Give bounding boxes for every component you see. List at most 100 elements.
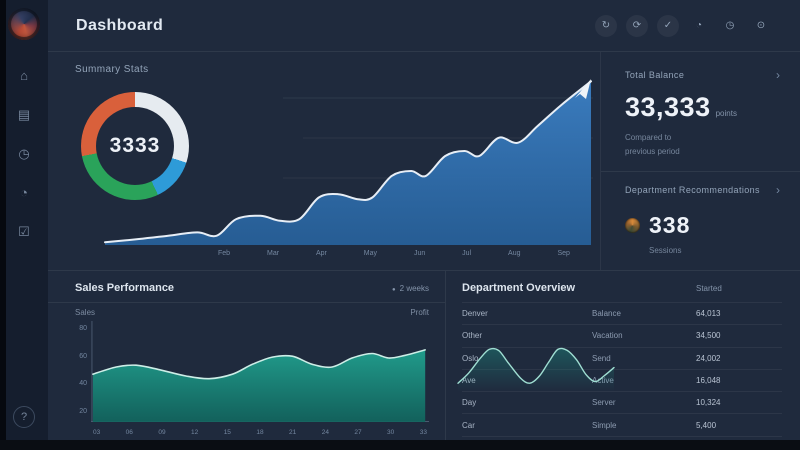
sales-y-axis: 80 60 40 20 — [75, 321, 91, 427]
main-area: Dashboard ↻ ⟳ ✓ ◔ ◷ ⊙ Summary Stats 3333 — [48, 0, 800, 440]
legend-dot-icon: ● — [392, 287, 396, 293]
row-status: Vacation — [592, 331, 623, 341]
departments-table: Denver Balance 64,013 Other Vacation 34,… — [462, 302, 782, 437]
x-tick: Apr — [315, 250, 327, 257]
row-status: Server — [592, 398, 616, 408]
sales-divider — [48, 302, 445, 303]
sidebar-nav: ⌂ ▤ ◷ ◔ ☑ — [11, 62, 37, 244]
legend-label: 2 weeks — [399, 284, 429, 293]
target-icon[interactable]: ⊙ — [750, 15, 772, 37]
x-tick: 15 — [223, 429, 231, 436]
chevron-right-icon[interactable]: › — [776, 183, 780, 198]
bottom-edge — [0, 440, 800, 450]
departments-title: Department Overview — [462, 282, 576, 294]
sidebar-item-dashboard[interactable]: ⌂ — [11, 62, 37, 88]
stats-section-1-label: Total Balance — [625, 70, 685, 80]
sessions-subtext: Sessions — [649, 246, 682, 256]
row-status: Active — [592, 376, 614, 386]
row-status: Simple — [592, 420, 617, 430]
sales-area-chart — [91, 321, 429, 422]
page-title: Dashboard — [76, 16, 164, 34]
clock-icon[interactable]: ◷ — [719, 15, 741, 37]
x-tick: Mar — [266, 250, 280, 257]
row-label: Oslo — [462, 353, 479, 363]
sidebar-item-tasks[interactable]: ☑ — [11, 218, 37, 244]
departments-col-started: Started — [696, 283, 722, 293]
y-tick: 60 — [79, 352, 87, 360]
x-tick: Feb — [218, 250, 231, 257]
trend-arrow-icon — [575, 79, 591, 99]
row-status: Balance — [592, 309, 621, 319]
sessions-row: 338 — [625, 212, 780, 239]
chart-icon: ▤ — [17, 106, 31, 122]
check-square-icon: ☑ — [18, 223, 30, 239]
sidebar-item-activity[interactable]: ◷ — [11, 140, 37, 166]
stats-section-2-label: Department Recommendations — [625, 185, 760, 196]
x-tick: Jul — [462, 250, 472, 257]
gauge-hole: 3333 — [96, 107, 174, 185]
row-value: 64,013 — [696, 309, 721, 319]
x-tick: 12 — [191, 429, 199, 436]
top-row: Summary Stats 3333 — [48, 52, 800, 270]
refresh-icon[interactable]: ↻ — [595, 14, 617, 37]
row-value: 34,500 — [696, 331, 721, 341]
departments-header: Department Overview Started — [462, 282, 782, 294]
table-row[interactable]: Car Simple 5,400 — [462, 413, 782, 435]
x-tick: 21 — [289, 429, 297, 436]
revenue-area — [105, 81, 591, 245]
sales-subheader: Sales Profit — [75, 308, 429, 317]
table-row[interactable]: Oslo Send 24,002 — [462, 346, 782, 369]
app-logo-icon[interactable] — [8, 8, 40, 40]
badge-icon — [625, 218, 640, 234]
y-tick: 40 — [79, 380, 87, 388]
x-tick: 27 — [354, 429, 362, 436]
app-root: ⌂ ▤ ◷ ◔ ☑ ? Dashboard ↻ ⟳ ✓ — [0, 0, 800, 440]
row-value: 10,324 — [696, 398, 721, 408]
y-tick: 80 — [79, 325, 87, 333]
sales-legend: ● 2 weeks — [392, 284, 429, 293]
table-row[interactable]: Denver Balance 64,013 — [462, 302, 782, 324]
row-value: 24,002 — [696, 353, 721, 363]
row-label: Car — [462, 420, 475, 430]
sales-x-axis: 03 06 09 12 15 18 21 24 27 30 33 — [93, 429, 427, 436]
sync-icon[interactable]: ⟳ — [626, 14, 648, 37]
header: Dashboard ↻ ⟳ ✓ ◔ ◷ ⊙ — [48, 0, 800, 52]
clock-icon: ◷ — [18, 145, 30, 161]
sidebar: ⌂ ▤ ◷ ◔ ☑ ? — [0, 0, 48, 440]
x-tick: 30 — [387, 429, 395, 436]
stats-section-1-header: Total Balance › — [625, 68, 780, 82]
pie-chart-icon: ◔ — [20, 184, 28, 200]
row-label: Day — [462, 398, 477, 408]
x-tick: Jun — [413, 250, 426, 257]
table-row[interactable]: Ave Active 16,048 — [462, 368, 782, 391]
sessions-value: 338 — [649, 212, 691, 239]
check-icon[interactable]: ✓ — [657, 14, 679, 37]
x-tick: 06 — [125, 429, 133, 436]
sidebar-item-help[interactable]: ? — [13, 406, 35, 428]
bottom-row: Sales Performance ● 2 weeks Sales Profit … — [48, 270, 800, 440]
header-actions: ↻ ⟳ ✓ ◔ ◷ ⊙ — [595, 14, 772, 37]
revenue-panel: Summary Stats 3333 — [48, 52, 600, 270]
table-row[interactable]: Day Server 10,324 — [462, 391, 782, 413]
chevron-right-icon[interactable]: › — [776, 68, 780, 82]
gauge-chart: 3333 — [81, 92, 189, 200]
sales-area — [92, 349, 426, 422]
revenue-panel-title: Summary Stats — [75, 64, 149, 75]
sidebar-item-reports[interactable]: ◔ — [11, 179, 37, 205]
pie-icon[interactable]: ◔ — [688, 15, 710, 37]
x-tick: 09 — [158, 429, 166, 436]
sales-panel: Sales Performance ● 2 weeks Sales Profit … — [48, 271, 446, 440]
revenue-x-axis: Feb Mar Apr May Jun Jul Aug Sep — [218, 250, 570, 257]
sales-line — [92, 349, 426, 380]
stats-divider — [601, 171, 800, 173]
row-label: Denver — [462, 309, 488, 319]
row-label: Ave — [462, 376, 476, 386]
x-tick: 33 — [419, 429, 427, 436]
revenue-area-chart — [104, 79, 593, 245]
sidebar-item-analytics[interactable]: ▤ — [11, 101, 37, 127]
stats-section-2-header: Department Recommendations › — [625, 183, 780, 197]
table-row[interactable]: Other Vacation 34,500 — [462, 324, 782, 346]
y-tick: 20 — [79, 407, 87, 415]
sales-col-left: Sales — [75, 308, 96, 317]
x-tick: 24 — [321, 429, 329, 436]
